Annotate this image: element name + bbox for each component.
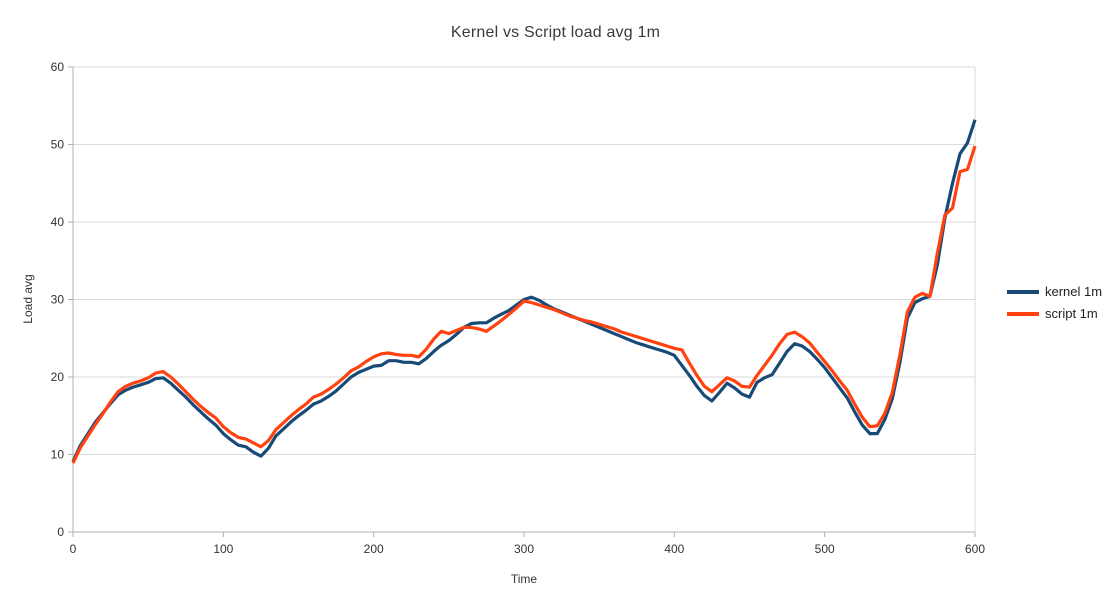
x-tick-label-600: 600 — [965, 542, 985, 556]
x-tick-label-300: 300 — [514, 542, 534, 556]
x-tick-label-400: 400 — [664, 542, 684, 556]
x-tick-label-500: 500 — [815, 542, 835, 556]
kernel-line-swatch — [1007, 289, 1039, 294]
y-tick-label-40: 40 — [51, 215, 65, 229]
y-tick-label-20: 20 — [51, 370, 65, 384]
legend-label-kernel: kernel 1m — [1045, 284, 1103, 299]
script-line-swatch — [1007, 311, 1039, 316]
x-axis-title: Time — [510, 572, 538, 586]
legend-item-script: script 1m — [1007, 306, 1102, 321]
y-tick-label-30: 30 — [51, 293, 65, 307]
legend-item-kernel: kernel 1m — [1007, 284, 1102, 299]
page-title: Kernel vs Script load avg 1m — [450, 24, 661, 41]
x-tick-label-100: 100 — [213, 542, 233, 556]
y-tick-label-0: 0 — [57, 525, 64, 539]
y-tick-label-50: 50 — [51, 138, 65, 152]
legend: kernel 1m script 1m — [1007, 284, 1102, 321]
legend-label-script: script 1m — [1045, 306, 1098, 321]
series-line-script-1m — [71, 145, 977, 464]
x-tick-label-200: 200 — [364, 542, 384, 556]
y-axis-title: Load avg — [21, 274, 35, 324]
y-tick-label-60: 60 — [51, 60, 65, 74]
x-tick-label-0: 0 — [70, 542, 77, 556]
series-line-kernel-1m — [71, 119, 977, 463]
y-tick-label-10: 10 — [51, 448, 65, 462]
